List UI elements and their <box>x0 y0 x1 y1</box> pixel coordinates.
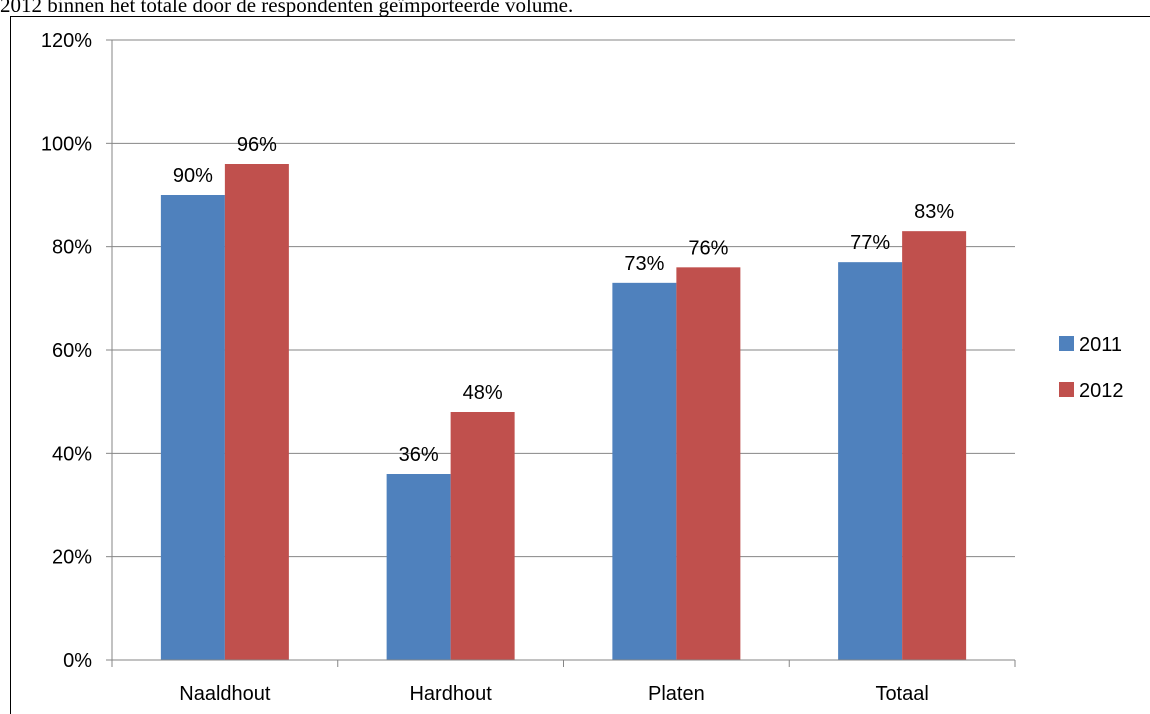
y-tick-label: 40% <box>52 443 92 465</box>
legend-swatch <box>1059 382 1074 397</box>
bar-2011-naaldhout <box>160 195 225 660</box>
caption-text: 2012 binnen het totale door de responden… <box>0 0 574 17</box>
y-tick-label: 120% <box>41 30 92 52</box>
legend-swatch <box>1059 336 1074 351</box>
legend: 2011 2012 <box>1059 334 1124 402</box>
data-label: 36% <box>399 444 439 466</box>
bar-2011-totaal <box>838 262 903 660</box>
bar-2011-platen <box>612 282 677 660</box>
data-labels: 90% 96% 36% 48% 73% 76% 77% 83% <box>173 134 954 466</box>
category-label: Totaal <box>875 683 928 705</box>
y-axis-ticks: 0% 20% 40% 60% 80% 100% 120% <box>41 30 112 672</box>
data-label: 83% <box>914 201 954 223</box>
y-tick-label: 20% <box>52 547 92 569</box>
axes <box>111 40 1016 667</box>
data-label: 90% <box>173 165 213 187</box>
bars <box>160 164 967 660</box>
y-tick-label: 80% <box>52 237 92 259</box>
bar-2012-totaal <box>902 231 967 660</box>
chart-frame <box>10 16 1150 714</box>
bar-2012-platen <box>676 267 741 660</box>
category-label: Naaldhout <box>179 683 271 705</box>
data-label: 76% <box>688 237 728 259</box>
data-label: 77% <box>850 232 890 254</box>
bar-2011-hardhout <box>386 474 451 660</box>
bar-2012-hardhout <box>450 412 515 660</box>
y-tick-label: 60% <box>52 340 92 362</box>
legend-label: 2012 <box>1079 380 1124 402</box>
legend-label: 2011 <box>1079 334 1122 356</box>
y-tick-label: 0% <box>63 650 92 672</box>
y-tick-label: 100% <box>41 133 92 155</box>
data-label: 73% <box>624 253 664 275</box>
bar-2012-naaldhout <box>224 164 289 660</box>
category-labels: Naaldhout Hardhout Platen Totaal <box>179 683 929 705</box>
category-label: Platen <box>648 683 705 705</box>
data-label: 48% <box>463 382 503 404</box>
data-label: 96% <box>237 134 277 156</box>
category-label: Hardhout <box>409 683 492 705</box>
